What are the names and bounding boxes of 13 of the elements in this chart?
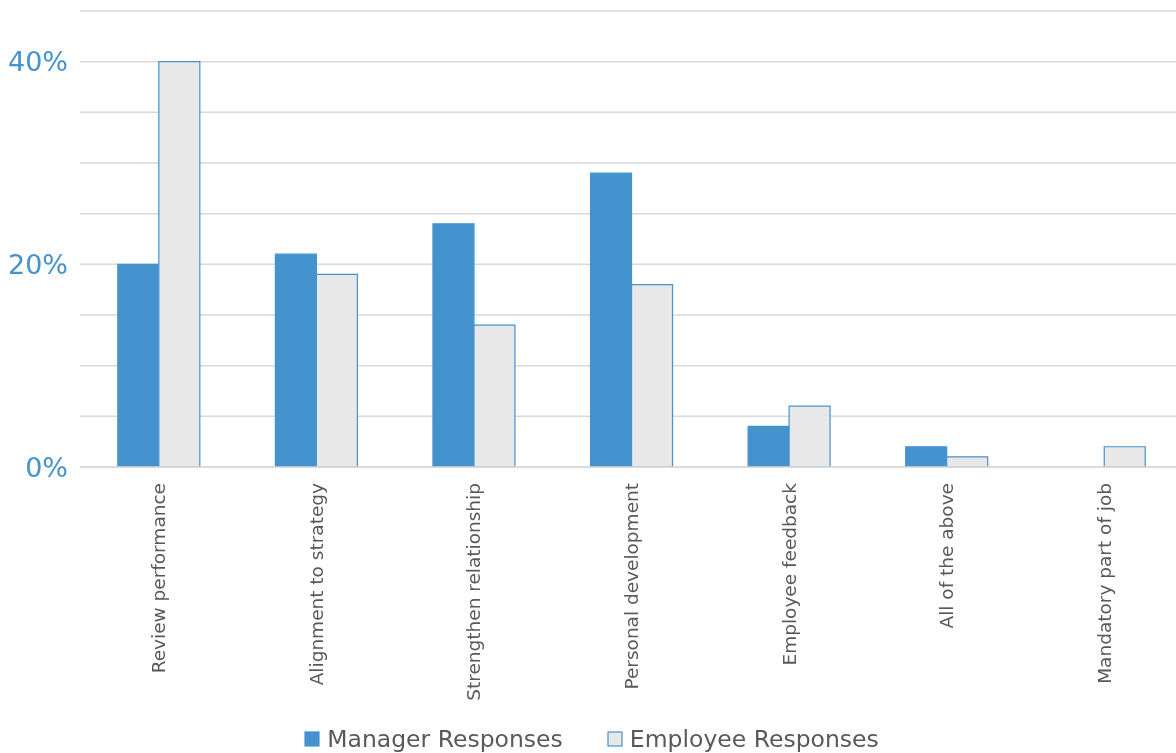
- x-tick-label: Review performance: [148, 483, 170, 674]
- bar: [1103, 446, 1146, 467]
- x-tick-label: Personal development: [621, 483, 642, 690]
- y-tick-label: 20%: [7, 248, 68, 280]
- x-tick-label: Employee feedback: [778, 482, 800, 666]
- x-tick-label: Strengthen relationship: [463, 483, 485, 701]
- x-tick-label: Mandatory part of job: [1093, 483, 1115, 684]
- x-tick-label: Alignment to strategy: [305, 482, 327, 686]
- legend-label: Employee Responses: [629, 725, 879, 753]
- y-tick-label: 40%: [7, 46, 68, 78]
- legend-label: Manager Responses: [327, 725, 563, 753]
- y-tick-label: 0%: [25, 451, 68, 483]
- x-tick-label: All of the above: [936, 483, 958, 629]
